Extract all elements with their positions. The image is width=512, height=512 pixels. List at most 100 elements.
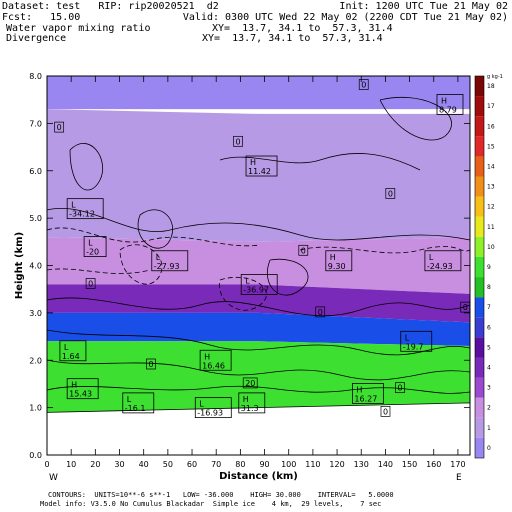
center-type-15: H <box>243 395 249 404</box>
center-value-4: -27.93 <box>154 262 180 271</box>
center-value-6: -24.93 <box>427 262 453 271</box>
center-box <box>151 250 189 272</box>
center-box <box>240 274 278 295</box>
center-value-15: 31.3 <box>241 404 259 413</box>
center-box <box>424 250 462 272</box>
colorbar-label-10: 10 <box>487 244 495 251</box>
center-box <box>351 383 384 404</box>
contour-line <box>46 359 471 381</box>
colorbar-swatch-6 <box>475 317 484 338</box>
negative-contour-line <box>119 244 163 285</box>
center-box <box>238 392 266 414</box>
contour-label-box <box>380 406 391 417</box>
axis-end-west: W <box>49 473 58 483</box>
colorbar-label-18: 18 <box>487 83 495 90</box>
colorbar-label-12: 12 <box>487 204 495 211</box>
center-type-11: H <box>71 381 77 390</box>
center-type-14: L <box>199 400 204 409</box>
contour-label-5: 0 <box>88 279 93 288</box>
contour-label-1: 0 <box>57 123 62 132</box>
x-tick-label-3: 30 <box>114 460 124 469</box>
header-line2-right: Valid: 0300 UTC Wed 22 May 02 (2200 CDT … <box>182 12 508 23</box>
colorbar-label-0: 0 <box>487 445 491 452</box>
colorbar-swatch-15 <box>475 136 484 157</box>
center-box <box>400 330 433 352</box>
center-type-3: L <box>88 239 93 248</box>
colorbar-swatch-11 <box>475 216 484 237</box>
header-line3-right: XY= 13.7, 34.1 to 57.3, 31.4 <box>212 23 393 34</box>
center-type-0: H <box>441 96 447 105</box>
contour-label-3: 0 <box>388 189 393 198</box>
header-line1-right: Init: 1200 UTC Tue 21 May 02 <box>339 1 508 12</box>
center-box <box>199 349 232 371</box>
x-tick-label-7: 70 <box>211 460 221 469</box>
colorbar-swatch-12 <box>475 196 484 217</box>
contour-label-box <box>315 306 326 318</box>
contour-line <box>46 297 471 317</box>
colorbar-swatch-5 <box>475 337 484 358</box>
center-box <box>245 155 278 177</box>
x-tick-label-1: 10 <box>66 460 76 469</box>
y-tick-label-7: 7.0 <box>29 119 42 128</box>
contour-line <box>219 153 421 171</box>
negative-contour-lines <box>46 227 471 311</box>
y-axis-title: Height (km) <box>14 232 25 299</box>
y-tick-label-3: 3.0 <box>29 309 42 318</box>
colorbar-label-15: 15 <box>487 143 495 150</box>
x-tick-label-6: 60 <box>187 460 197 469</box>
contour-line <box>46 385 471 394</box>
x-axis-title: Distance (km) <box>219 471 298 482</box>
x-tick-label-14: 140 <box>378 460 393 469</box>
colorbar-label-13: 13 <box>487 184 495 191</box>
y-tick-label-2: 2.0 <box>29 356 42 365</box>
colorbar-label-1: 1 <box>487 425 491 432</box>
center-box <box>436 94 464 115</box>
center-value-12: 16.27 <box>354 394 377 403</box>
center-type-10: H <box>204 352 210 361</box>
center-box <box>325 250 353 272</box>
contour-label-box <box>242 377 258 389</box>
contour-line <box>46 329 471 356</box>
y-tick-label-4: 4.0 <box>29 262 42 271</box>
colorbar-swatch-7 <box>475 297 484 318</box>
center-value-1: 11.42 <box>248 167 271 176</box>
center-value-2: -34.12 <box>69 210 95 219</box>
contour-label-0: 0 <box>361 80 366 89</box>
colorbar-label-11: 11 <box>487 224 495 231</box>
x-tick-label-5: 50 <box>163 460 173 469</box>
y-tick-label-8: 8.0 <box>29 72 42 81</box>
colorbar-swatch-2 <box>475 397 484 418</box>
negative-contour-line <box>299 246 471 254</box>
contour-label-4: 0 <box>301 246 306 255</box>
center-value-9: 1.64 <box>62 352 80 361</box>
center-box <box>194 397 232 419</box>
x-tick-label-17: 170 <box>450 460 465 469</box>
x-tick-label-2: 20 <box>90 460 100 469</box>
x-tick-label-13: 130 <box>354 460 369 469</box>
contour-label-10: 20 <box>245 379 255 388</box>
x-tick-label-12: 120 <box>329 460 344 469</box>
y-tick-label-0: 0.0 <box>29 451 42 460</box>
colorbar-swatch-14 <box>475 156 484 177</box>
center-box <box>122 392 155 414</box>
center-value-7: -36.97 <box>243 285 269 294</box>
colorbar-label-9: 9 <box>487 264 491 271</box>
contour-line <box>137 209 173 249</box>
moisture-layer-blue <box>47 312 470 347</box>
colorbar-swatch-18 <box>475 76 484 97</box>
contour-label-6: 0 <box>318 308 323 317</box>
center-type-1: H <box>250 158 256 167</box>
center-value-10: 16.46 <box>202 361 225 370</box>
header-line3-left: Water vapor mixing ratio <box>6 23 151 34</box>
colorbar-frame <box>474 75 485 459</box>
contour-label-2: 0 <box>236 137 241 146</box>
contour-line <box>379 96 452 141</box>
colorbar-swatch-10 <box>475 236 484 257</box>
x-tick-label-10: 100 <box>281 460 296 469</box>
center-box <box>59 340 87 362</box>
colorbar-label-7: 7 <box>487 304 491 311</box>
center-type-12: H <box>356 385 362 394</box>
colorbar-swatch-17 <box>475 96 484 117</box>
colorbar-label-16: 16 <box>487 123 495 130</box>
colorbar-label-8: 8 <box>487 284 491 291</box>
